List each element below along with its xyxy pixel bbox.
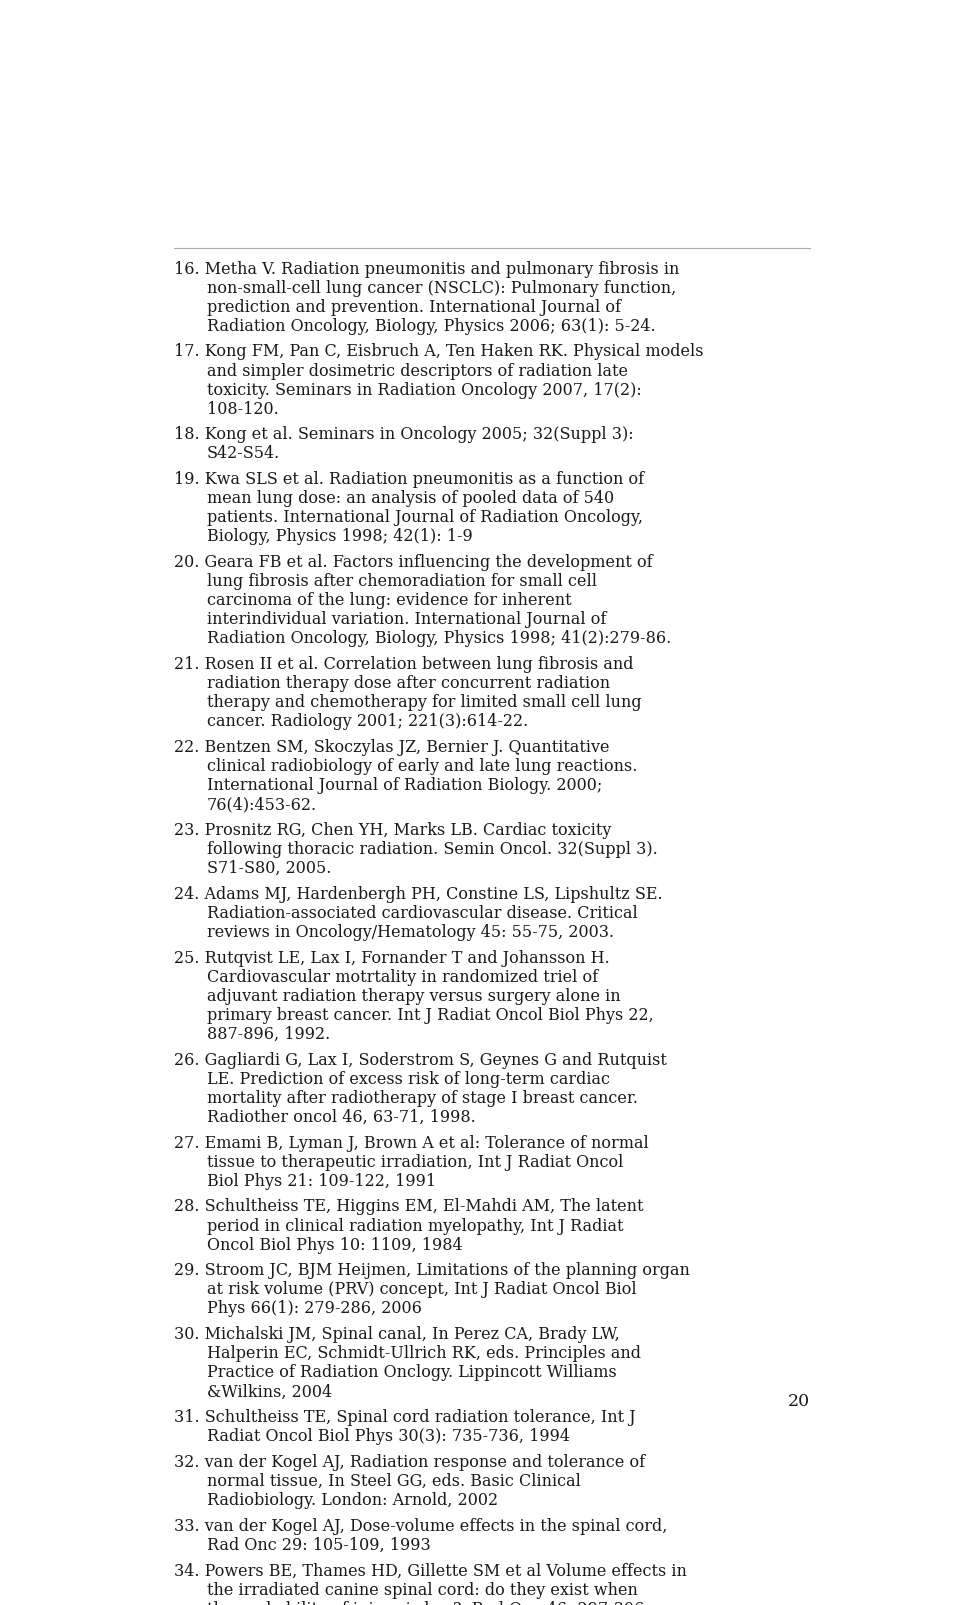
Text: 20. Geara FB et al. Factors influencing the development of: 20. Geara FB et al. Factors influencing … xyxy=(174,554,652,571)
Text: patients. International Journal of Radiation Oncology,: patients. International Journal of Radia… xyxy=(207,509,643,526)
Text: primary breast cancer. Int J Radiat Oncol Biol Phys 22,: primary breast cancer. Int J Radiat Onco… xyxy=(207,1006,654,1024)
Text: 21. Rosen II et al. Correlation between lung fibrosis and: 21. Rosen II et al. Correlation between … xyxy=(174,656,633,672)
Text: 24. Adams MJ, Hardenbergh PH, Constine LS, Lipshultz SE.: 24. Adams MJ, Hardenbergh PH, Constine L… xyxy=(174,886,662,904)
Text: Halperin EC, Schmidt-Ullrich RK, eds. Principles and: Halperin EC, Schmidt-Ullrich RK, eds. Pr… xyxy=(207,1345,641,1363)
Text: carcinoma of the lung: evidence for inherent: carcinoma of the lung: evidence for inhe… xyxy=(207,592,571,610)
Text: 16. Metha V. Radiation pneumonitis and pulmonary fibrosis in: 16. Metha V. Radiation pneumonitis and p… xyxy=(174,260,679,278)
Text: 33. van der Kogel AJ, Dose-volume effects in the spinal cord,: 33. van der Kogel AJ, Dose-volume effect… xyxy=(174,1518,667,1534)
Text: Radiation Oncology, Biology, Physics 1998; 41(2):279-86.: Radiation Oncology, Biology, Physics 199… xyxy=(207,631,671,647)
Text: Rad Onc 29: 105-109, 1993: Rad Onc 29: 105-109, 1993 xyxy=(207,1538,431,1554)
Text: mean lung dose: an analysis of pooled data of 540: mean lung dose: an analysis of pooled da… xyxy=(207,490,614,507)
Text: &Wilkins, 2004: &Wilkins, 2004 xyxy=(207,1384,332,1401)
Text: 76(4):453-62.: 76(4):453-62. xyxy=(207,796,317,814)
Text: tissue to therapeutic irradiation, Int J Radiat Oncol: tissue to therapeutic irradiation, Int J… xyxy=(207,1154,623,1170)
Text: Radiation Oncology, Biology, Physics 2006; 63(1): 5-24.: Radiation Oncology, Biology, Physics 200… xyxy=(207,318,656,335)
Text: Oncol Biol Phys 10: 1109, 1984: Oncol Biol Phys 10: 1109, 1984 xyxy=(207,1236,463,1254)
Text: 17. Kong FM, Pan C, Eisbruch A, Ten Haken RK. Physical models: 17. Kong FM, Pan C, Eisbruch A, Ten Hake… xyxy=(174,343,703,361)
Text: lung fibrosis after chemoradiation for small cell: lung fibrosis after chemoradiation for s… xyxy=(207,573,597,591)
Text: toxicity. Seminars in Radiation Oncology 2007, 17(2):: toxicity. Seminars in Radiation Oncology… xyxy=(207,382,642,398)
Text: 23. Prosnitz RG, Chen YH, Marks LB. Cardiac toxicity: 23. Prosnitz RG, Chen YH, Marks LB. Card… xyxy=(174,822,611,839)
Text: normal tissue, In Steel GG, eds. Basic Clinical: normal tissue, In Steel GG, eds. Basic C… xyxy=(207,1473,581,1489)
Text: 28. Schultheiss TE, Higgins EM, El-Mahdi AM, The latent: 28. Schultheiss TE, Higgins EM, El-Mahdi… xyxy=(174,1199,643,1215)
Text: Practice of Radiation Onclogy. Lippincott Williams: Practice of Radiation Onclogy. Lippincot… xyxy=(207,1364,616,1382)
Text: 18. Kong et al. Seminars in Oncology 2005; 32(Suppl 3):: 18. Kong et al. Seminars in Oncology 200… xyxy=(174,427,634,443)
Text: 19. Kwa SLS et al. Radiation pneumonitis as a function of: 19. Kwa SLS et al. Radiation pneumonitis… xyxy=(174,472,644,488)
Text: 34. Powers BE, Thames HD, Gillette SM et al Volume effects in: 34. Powers BE, Thames HD, Gillette SM et… xyxy=(174,1563,686,1579)
Text: 27. Emami B, Lyman J, Brown A et al: Tolerance of normal: 27. Emami B, Lyman J, Brown A et al: Tol… xyxy=(174,1135,648,1152)
Text: following thoracic radiation. Semin Oncol. 32(Suppl 3).: following thoracic radiation. Semin Onco… xyxy=(207,841,658,859)
Text: adjuvant radiation therapy versus surgery alone in: adjuvant radiation therapy versus surger… xyxy=(207,987,621,1005)
Text: cancer. Radiology 2001; 221(3):614-22.: cancer. Radiology 2001; 221(3):614-22. xyxy=(207,713,528,730)
Text: Radiation-associated cardiovascular disease. Critical: Radiation-associated cardiovascular dise… xyxy=(207,905,637,921)
Text: S71-S80, 2005.: S71-S80, 2005. xyxy=(207,860,331,876)
Text: at risk volume (PRV) concept, Int J Radiat Oncol Biol: at risk volume (PRV) concept, Int J Radi… xyxy=(207,1281,636,1298)
Text: Radiother oncol 46, 63-71, 1998.: Radiother oncol 46, 63-71, 1998. xyxy=(207,1109,476,1125)
Text: 30. Michalski JM, Spinal canal, In Perez CA, Brady LW,: 30. Michalski JM, Spinal canal, In Perez… xyxy=(174,1326,619,1343)
Text: the irradiated canine spinal cord: do they exist when: the irradiated canine spinal cord: do th… xyxy=(207,1581,638,1599)
Text: 887-896, 1992.: 887-896, 1992. xyxy=(207,1026,330,1043)
Text: 32. van der Kogel AJ, Radiation response and tolerance of: 32. van der Kogel AJ, Radiation response… xyxy=(174,1454,645,1470)
Text: LE. Prediction of excess risk of long-term cardiac: LE. Prediction of excess risk of long-te… xyxy=(207,1071,610,1088)
Text: reviews in Oncology/Hematology 45: 55-75, 2003.: reviews in Oncology/Hematology 45: 55-75… xyxy=(207,924,614,941)
Text: International Journal of Radiation Biology. 2000;: International Journal of Radiation Biolo… xyxy=(207,777,603,794)
Text: Biology, Physics 1998; 42(1): 1-9: Biology, Physics 1998; 42(1): 1-9 xyxy=(207,528,472,546)
Text: 26. Gagliardi G, Lax I, Soderstrom S, Geynes G and Rutquist: 26. Gagliardi G, Lax I, Soderstrom S, Ge… xyxy=(174,1051,666,1069)
Text: the probability of injury is low?, Rad Onc 46: 297-306,: the probability of injury is low?, Rad O… xyxy=(207,1600,649,1605)
Text: Radiat Oncol Biol Phys 30(3): 735-736, 1994: Radiat Oncol Biol Phys 30(3): 735-736, 1… xyxy=(207,1428,570,1444)
Text: Radiobiology. London: Arnold, 2002: Radiobiology. London: Arnold, 2002 xyxy=(207,1493,498,1509)
Text: non-small-cell lung cancer (NSCLC): Pulmonary function,: non-small-cell lung cancer (NSCLC): Pulm… xyxy=(207,279,676,297)
Text: 25. Rutqvist LE, Lax I, Fornander T and Johansson H.: 25. Rutqvist LE, Lax I, Fornander T and … xyxy=(174,950,610,966)
Text: clinical radiobiology of early and late lung reactions.: clinical radiobiology of early and late … xyxy=(207,758,637,775)
Text: radiation therapy dose after concurrent radiation: radiation therapy dose after concurrent … xyxy=(207,676,611,692)
Text: 108-120.: 108-120. xyxy=(207,401,278,417)
Text: therapy and chemotherapy for limited small cell lung: therapy and chemotherapy for limited sma… xyxy=(207,695,641,711)
Text: 20: 20 xyxy=(788,1393,810,1409)
Text: 31. Schultheiss TE, Spinal cord radiation tolerance, Int J: 31. Schultheiss TE, Spinal cord radiatio… xyxy=(174,1409,636,1427)
Text: and simpler dosimetric descriptors of radiation late: and simpler dosimetric descriptors of ra… xyxy=(207,363,628,379)
Text: Biol Phys 21: 109-122, 1991: Biol Phys 21: 109-122, 1991 xyxy=(207,1173,436,1189)
Text: S42-S54.: S42-S54. xyxy=(207,446,280,462)
Text: Phys 66(1): 279-286, 2006: Phys 66(1): 279-286, 2006 xyxy=(207,1300,422,1318)
Text: mortality after radiotherapy of stage I breast cancer.: mortality after radiotherapy of stage I … xyxy=(207,1090,638,1107)
Text: 22. Bentzen SM, Skoczylas JZ, Bernier J. Quantitative: 22. Bentzen SM, Skoczylas JZ, Bernier J.… xyxy=(174,738,609,756)
Text: interindividual variation. International Journal of: interindividual variation. International… xyxy=(207,612,607,628)
Text: prediction and prevention. International Journal of: prediction and prevention. International… xyxy=(207,299,621,316)
Text: Cardiovascular motrtality in randomized triel of: Cardiovascular motrtality in randomized … xyxy=(207,969,598,985)
Text: period in clinical radiation myelopathy, Int J Radiat: period in clinical radiation myelopathy,… xyxy=(207,1218,624,1234)
Text: 29. Stroom JC, BJM Heijmen, Limitations of the planning organ: 29. Stroom JC, BJM Heijmen, Limitations … xyxy=(174,1262,689,1279)
